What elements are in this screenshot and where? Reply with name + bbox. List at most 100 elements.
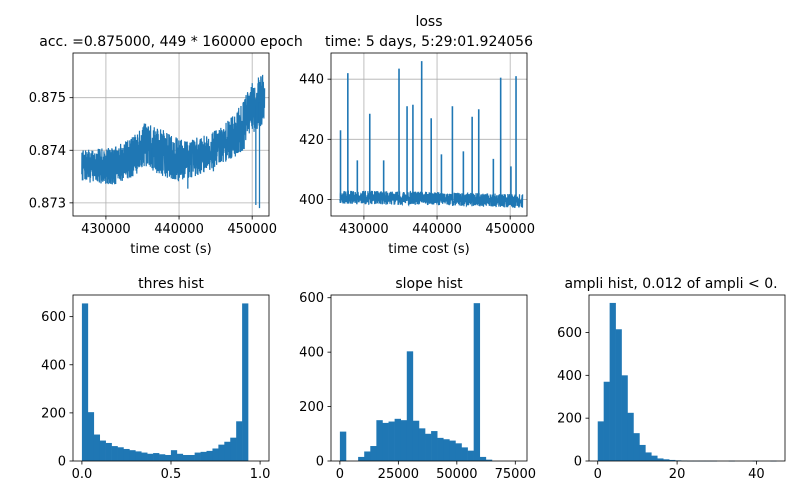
slope-bar — [449, 440, 456, 461]
slope-bar — [455, 443, 462, 461]
slope-bar — [473, 303, 481, 461]
ampli-ytick-label: 400 — [557, 369, 582, 384]
acc-axes: 430000 440000 450000 0.873 0.874 0.875 time co… — [29, 52, 277, 257]
ampli-bar — [645, 452, 652, 461]
slope-bar — [437, 437, 444, 461]
loss-subtitle: time: 5 days, 5:29:01.924056 — [325, 34, 533, 50]
slope-bar — [388, 421, 395, 461]
thres-bar — [111, 446, 118, 461]
slope-axes: 0 25000 50000 75000 0 200 400 600 — [299, 291, 536, 482]
thres-bar — [224, 441, 231, 461]
thres-bar — [170, 450, 178, 461]
ampli-bar — [651, 455, 658, 461]
slope-xtick-label: 25000 — [378, 467, 419, 482]
slope-bar — [394, 418, 401, 461]
ampli-bar — [597, 421, 604, 461]
panel-loss: loss time: 5 days, 5:29:01.924056 — [325, 14, 533, 50]
ampli-bar — [657, 458, 664, 461]
slope-title: slope hist — [395, 276, 463, 292]
slope-bar — [485, 459, 493, 461]
slope-xtick-label: 75000 — [495, 467, 536, 482]
panel-thres: thres hist — [138, 276, 204, 292]
ampli-ytick-label: 200 — [557, 412, 582, 427]
thres-bar — [182, 454, 190, 461]
thres-bar — [176, 453, 184, 461]
thres-bar — [200, 451, 207, 461]
thres-bar — [153, 453, 160, 461]
thres-bar — [230, 437, 237, 461]
slope-bar — [418, 428, 426, 461]
panel-slope: slope hist — [395, 276, 463, 292]
slope-bar — [406, 351, 414, 461]
ampli-bar — [639, 444, 646, 461]
acc-frame — [72, 52, 270, 217]
thres-ytick-label: 400 — [41, 358, 66, 373]
thres-bar — [212, 448, 219, 461]
acc-ytick-label: 0.874 — [29, 144, 66, 159]
thres-bar — [117, 447, 124, 461]
thres-ytick-label: 200 — [41, 406, 66, 421]
panel-acc: acc. =0.875000, 449 * 160000 epoch — [39, 34, 302, 50]
thres-bar — [194, 452, 201, 461]
thres-bar — [135, 451, 142, 461]
ampli-title: ampli hist, 0.012 of ampli < 0. — [564, 276, 777, 292]
slope-ytick-label: 200 — [299, 400, 324, 415]
acc-title: acc. =0.875000, 449 * 160000 epoch — [39, 34, 302, 50]
ampli-xtick-label: 0 — [594, 467, 602, 482]
acc-ytick-label: 0.875 — [29, 91, 66, 106]
slope-frame — [330, 294, 528, 462]
thres-xtick-label: 0.5 — [161, 467, 182, 482]
thres-axes: 0.0 0.5 1.0 0 200 400 600 — [41, 294, 271, 482]
thres-title: thres hist — [138, 276, 204, 292]
panel-ampli: ampli hist, 0.012 of ampli < 0. — [564, 276, 777, 292]
thres-bar — [218, 444, 225, 461]
slope-xtick-label: 0 — [336, 467, 344, 482]
ampli-xtick-label: 40 — [748, 467, 765, 482]
acc-xtick-label: 450000 — [227, 222, 277, 237]
ampli-bar — [627, 412, 634, 461]
slope-bar — [461, 447, 468, 461]
loss-ytick-label: 400 — [299, 193, 324, 208]
slope-bar — [358, 456, 365, 461]
acc-series-line — [81, 74, 266, 185]
acc-xtick-label: 440000 — [154, 222, 204, 237]
slope-bar — [412, 420, 420, 461]
loss-frame — [330, 52, 528, 217]
ampli-bar — [621, 375, 628, 461]
slope-bar — [443, 439, 450, 461]
thres-bar — [81, 303, 89, 461]
ampli-bar — [603, 381, 610, 461]
thres-bar — [147, 453, 154, 461]
loss-title: loss — [415, 14, 442, 30]
slope-bar — [431, 431, 438, 461]
thres-bar — [242, 303, 249, 461]
thres-bar — [87, 412, 95, 461]
thres-bar — [164, 454, 172, 461]
thres-ytick-label: 0 — [58, 455, 66, 470]
slope-ytick-label: 400 — [299, 346, 324, 361]
thres-xtick-label: 0.0 — [72, 467, 93, 482]
ampli-ytick-label: 0 — [574, 455, 582, 470]
thres-xtick-label: 1.0 — [250, 467, 271, 482]
slope-bar — [376, 420, 383, 461]
acc-xtick-label: 430000 — [81, 222, 131, 237]
loss-xlabel: time cost (s) — [388, 242, 470, 257]
loss-axes: 430000 440000 450000 400 420 440 time cost (s) — [299, 52, 535, 257]
loss-ytick-label: 440 — [299, 73, 324, 88]
slope-bar — [364, 451, 371, 461]
slope-bar — [400, 420, 408, 461]
ampli-bar — [663, 459, 670, 461]
slope-bar — [425, 433, 432, 461]
loss-xtick-label: 440000 — [412, 222, 462, 237]
ampli-frame — [588, 294, 786, 462]
slope-bar — [382, 422, 389, 461]
thres-bar — [99, 440, 106, 461]
slope-ytick-label: 600 — [299, 291, 324, 306]
loss-ytick-label: 420 — [299, 133, 324, 148]
thres-bar — [141, 452, 148, 461]
ampli-bar — [609, 302, 616, 461]
thres-bar — [236, 421, 243, 461]
thres-bar — [206, 450, 213, 461]
